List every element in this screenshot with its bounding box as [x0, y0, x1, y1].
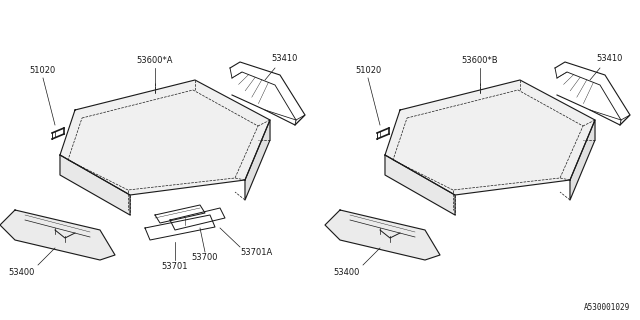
- Text: 53701A: 53701A: [240, 248, 272, 257]
- Text: 53410: 53410: [597, 54, 623, 63]
- Polygon shape: [245, 120, 270, 200]
- Text: 53410: 53410: [272, 54, 298, 63]
- Text: 53701: 53701: [162, 262, 188, 271]
- Polygon shape: [385, 155, 455, 215]
- Polygon shape: [385, 80, 595, 195]
- Text: 53400: 53400: [334, 268, 360, 277]
- Polygon shape: [60, 80, 270, 195]
- Polygon shape: [325, 210, 440, 260]
- Text: 53600*A: 53600*A: [137, 56, 173, 65]
- Polygon shape: [60, 155, 130, 215]
- Polygon shape: [570, 120, 595, 200]
- Polygon shape: [0, 210, 115, 260]
- Text: 51020: 51020: [30, 66, 56, 75]
- Text: A530001029: A530001029: [584, 303, 630, 312]
- Text: 51020: 51020: [355, 66, 381, 75]
- Text: 53400: 53400: [9, 268, 35, 277]
- Text: 53600*B: 53600*B: [461, 56, 499, 65]
- Text: 53700: 53700: [192, 253, 218, 262]
